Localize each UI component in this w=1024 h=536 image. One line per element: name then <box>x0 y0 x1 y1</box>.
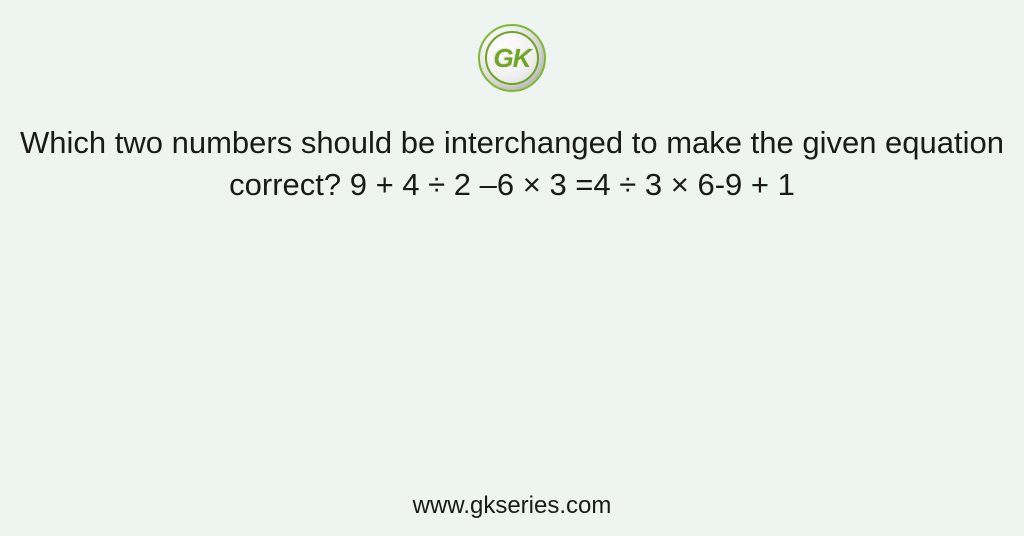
logo: GK <box>478 24 546 92</box>
question-text: Which two numbers should be interchanged… <box>0 122 1024 206</box>
footer-url: www.gkseries.com <box>413 492 612 520</box>
logo-outer-circle: GK <box>478 24 546 92</box>
logo-text: GK <box>494 43 531 74</box>
logo-inner-circle: GK <box>485 31 539 85</box>
